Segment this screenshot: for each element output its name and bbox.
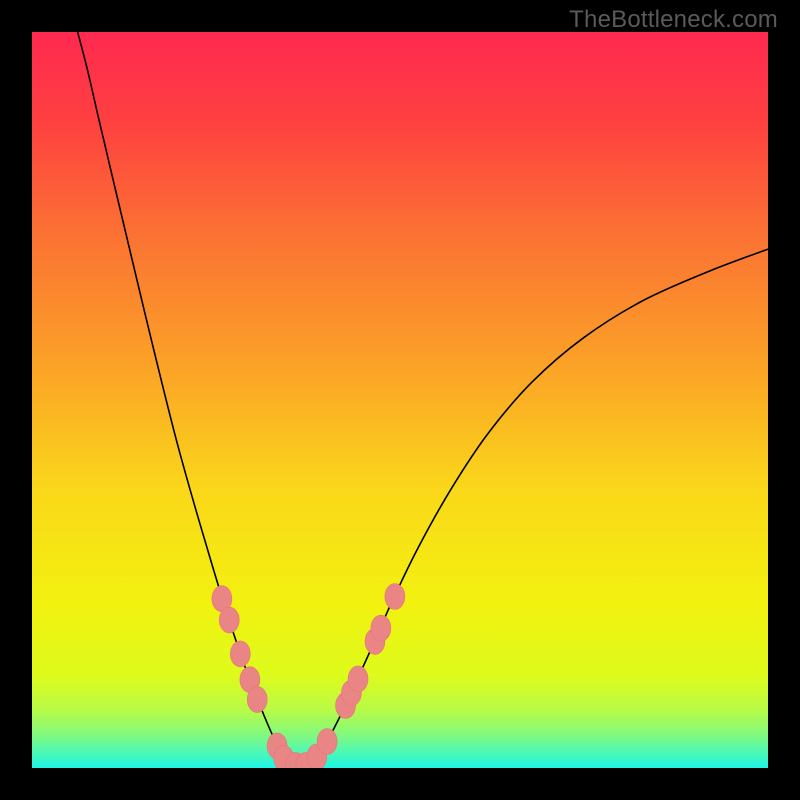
watermark-text: TheBottleneck.com — [569, 6, 778, 34]
data-marker — [317, 729, 337, 755]
bottleneck-chart-svg — [0, 0, 800, 800]
chart-container: TheBottleneck.com — [0, 0, 800, 800]
data-marker — [385, 584, 405, 610]
data-marker — [230, 641, 250, 667]
data-marker — [247, 687, 267, 713]
data-marker — [219, 607, 239, 633]
data-marker — [348, 666, 368, 692]
plot-background-gradient — [32, 32, 768, 768]
data-marker — [371, 615, 391, 641]
